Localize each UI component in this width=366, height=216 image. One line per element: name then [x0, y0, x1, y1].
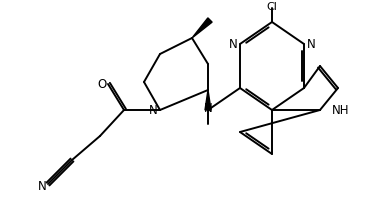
Text: O: O — [97, 78, 107, 91]
Polygon shape — [192, 18, 212, 38]
Text: N: N — [307, 38, 315, 51]
Text: N: N — [203, 103, 212, 116]
Text: NH: NH — [332, 103, 350, 116]
Text: N: N — [149, 103, 157, 116]
Text: Cl: Cl — [266, 2, 277, 12]
Text: N: N — [229, 38, 238, 51]
Polygon shape — [205, 90, 211, 110]
Text: N: N — [38, 179, 46, 192]
